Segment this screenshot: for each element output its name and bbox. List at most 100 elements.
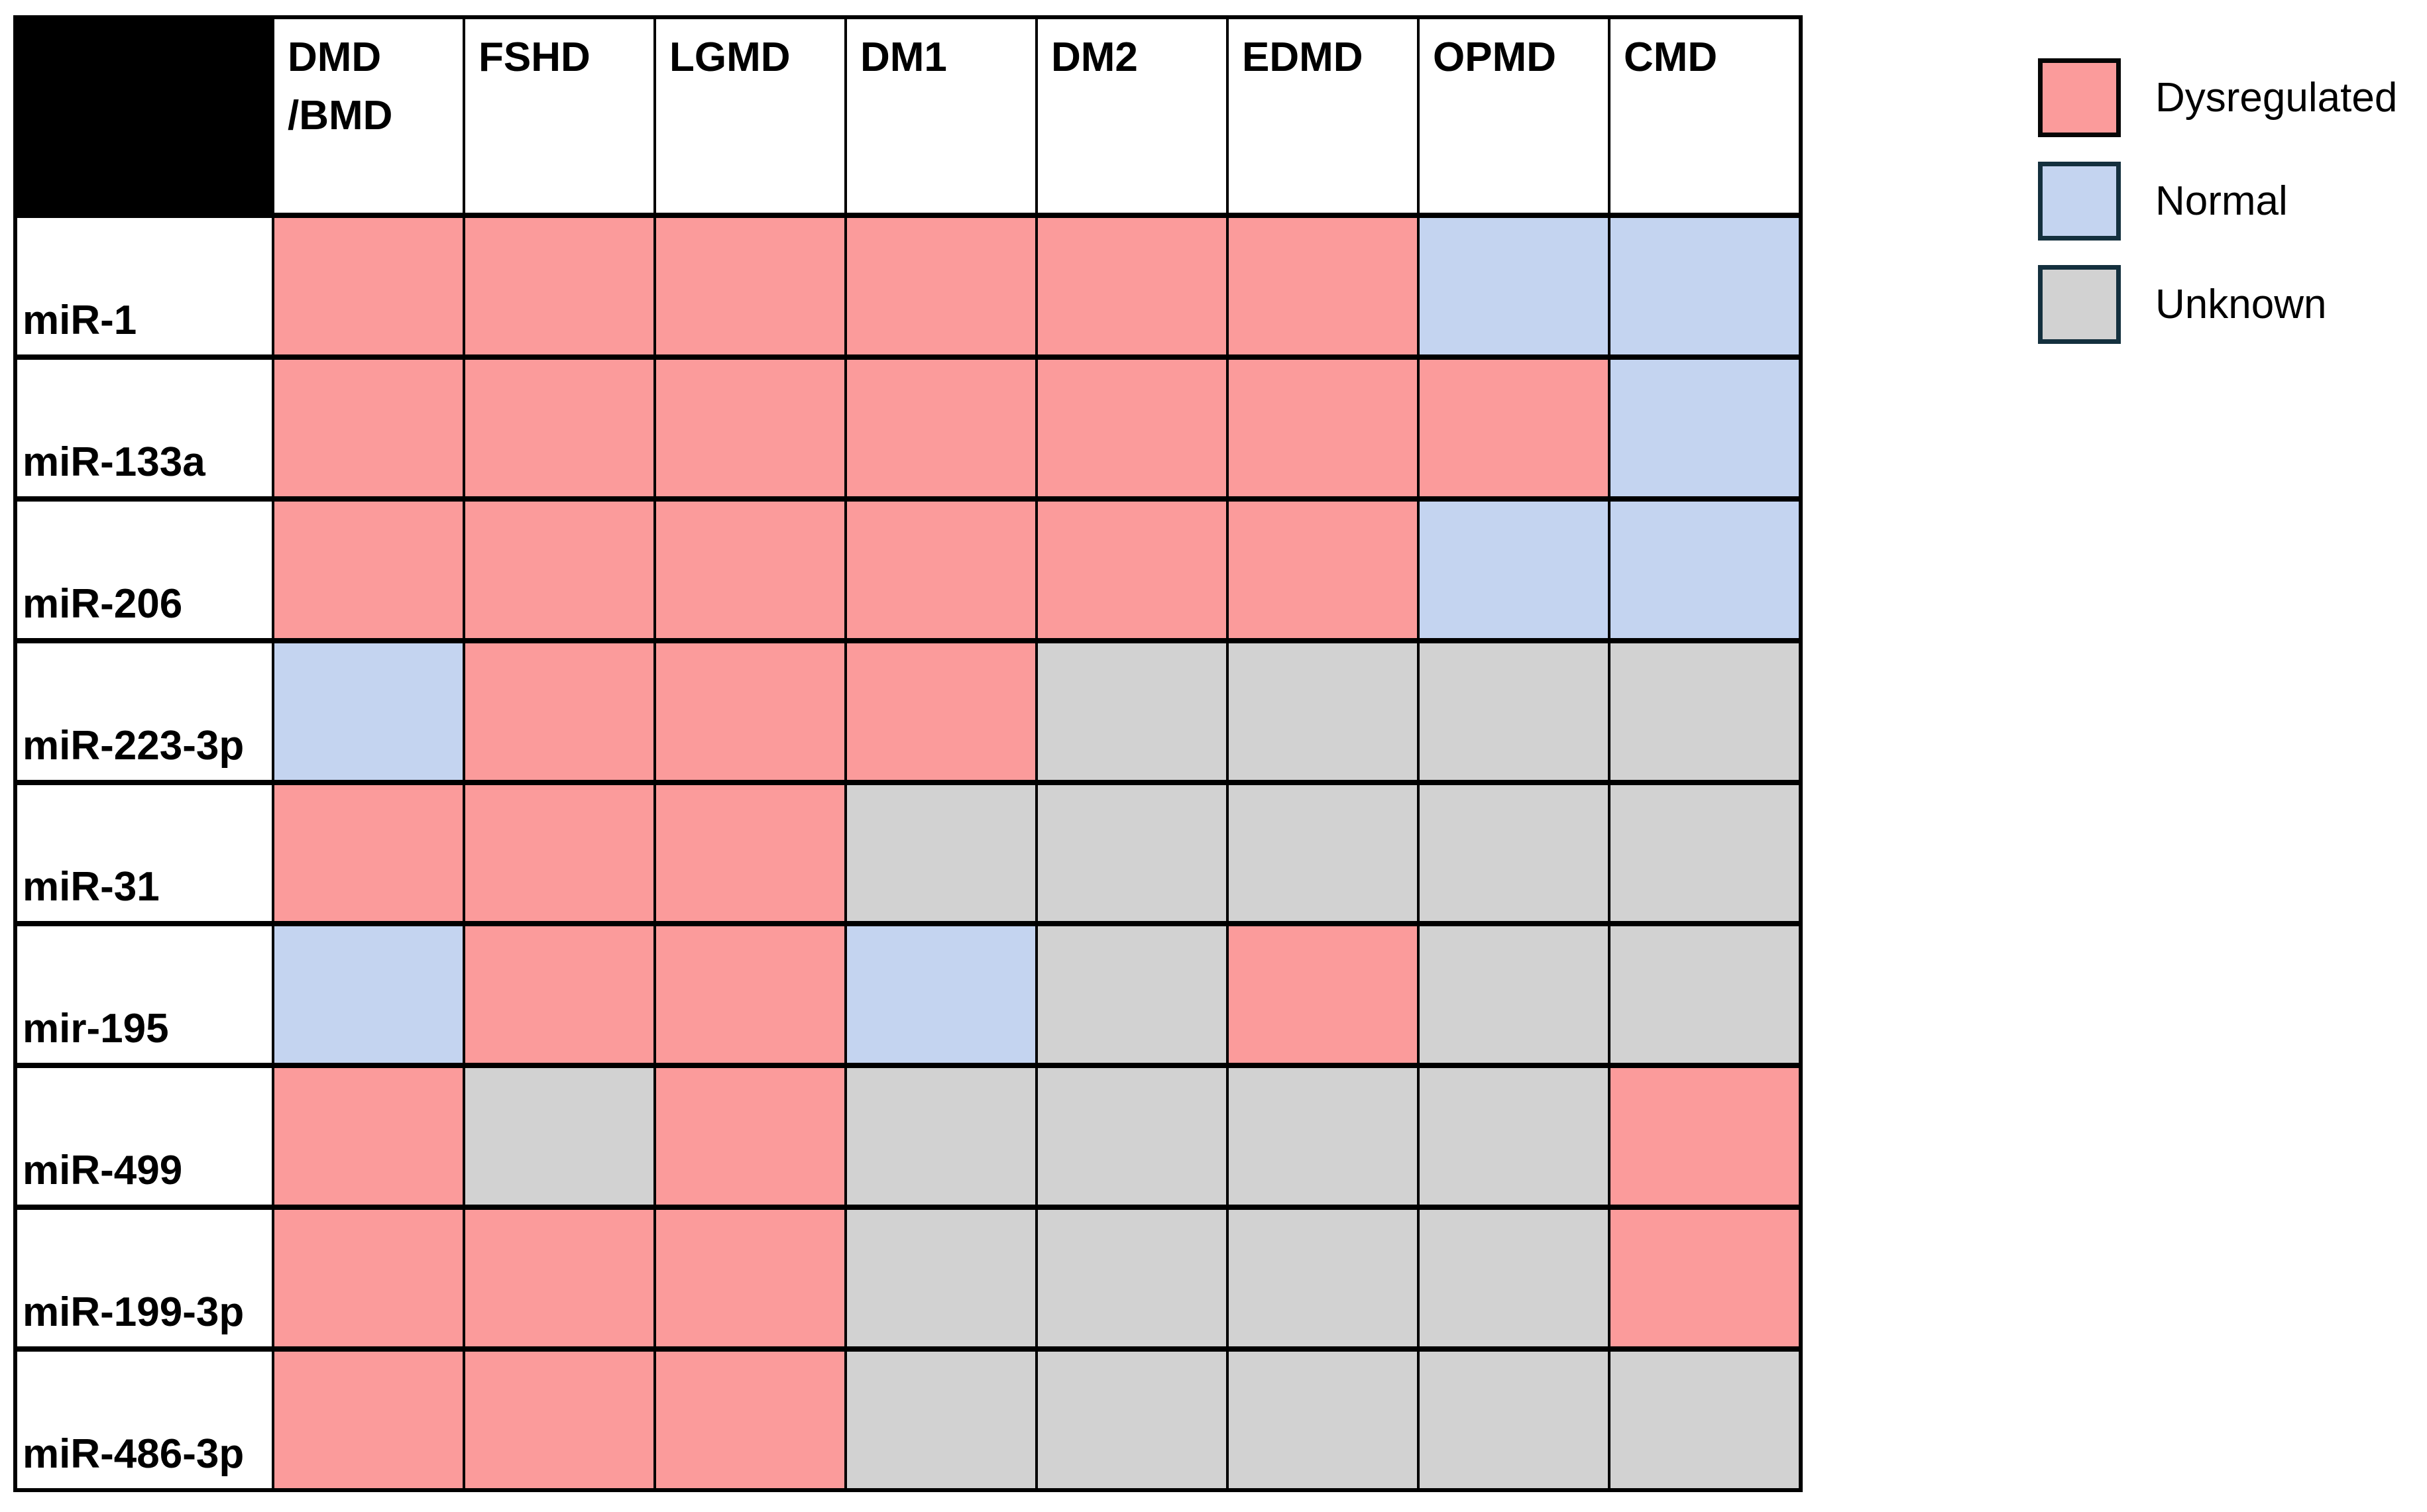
legend-label: Normal (2155, 178, 2288, 224)
cell-unknown (1038, 643, 1226, 780)
cell-unknown (847, 1210, 1035, 1347)
cell-normal (1610, 501, 1799, 638)
cell-dysregulated (1038, 501, 1226, 638)
cell-dysregulated (1229, 359, 1417, 496)
cell-unknown (1038, 1352, 1226, 1488)
cell-dysregulated (274, 359, 463, 496)
cell-dysregulated (465, 784, 653, 922)
cell-dysregulated (1229, 218, 1417, 354)
cell-dysregulated (656, 784, 844, 922)
cell-dysregulated (274, 1068, 463, 1205)
row-label-mir-486-3p: miR-486-3p (17, 1352, 272, 1488)
cell-dysregulated (656, 643, 844, 780)
row-label-mir-199-3p: miR-199-3p (17, 1210, 272, 1347)
cell-dysregulated (465, 643, 653, 780)
cell-dysregulated (1229, 501, 1417, 638)
cell-normal (1420, 501, 1608, 638)
cell-dysregulated (465, 359, 653, 496)
cell-unknown (1420, 643, 1608, 780)
cell-unknown (1229, 1210, 1417, 1347)
cell-dysregulated (465, 926, 653, 1063)
column-header-lgmd: LGMD (656, 19, 844, 213)
cell-unknown (1610, 643, 1799, 780)
cell-normal (1610, 218, 1799, 354)
cell-dysregulated (1038, 218, 1226, 354)
cell-dysregulated (1229, 926, 1417, 1063)
cell-dysregulated (465, 1210, 653, 1347)
cell-unknown (1038, 926, 1226, 1063)
mirna-status-heatmap: DMD /BMD FSHD LGMD DM1 DM2 EDMD OPMD CMD miR-1 mi… (13, 15, 1803, 1492)
cell-dysregulated (274, 784, 463, 922)
cell-dysregulated (1038, 359, 1226, 496)
legend-swatch-normal (2038, 162, 2121, 241)
column-header-dm2: DM2 (1038, 19, 1226, 213)
cell-unknown (1229, 1352, 1417, 1488)
row-label-mir-133a: miR-133a (17, 359, 272, 496)
cell-normal (274, 926, 463, 1063)
row-label-mir-223-3p: miR-223-3p (17, 643, 272, 780)
cell-dysregulated (656, 926, 844, 1063)
cell-unknown (1610, 784, 1799, 922)
legend-item-dysregulated: Dysregulated (2038, 58, 2397, 137)
cell-dysregulated (656, 1352, 844, 1488)
cell-dysregulated (847, 218, 1035, 354)
cell-unknown (1229, 784, 1417, 922)
cell-normal (847, 926, 1035, 1063)
cell-dysregulated (656, 501, 844, 638)
cell-unknown (1420, 1210, 1608, 1347)
column-header-dm1: DM1 (847, 19, 1035, 213)
legend-swatch-dysregulated (2038, 58, 2121, 137)
legend-swatch-unknown (2038, 265, 2121, 344)
legend: Dysregulated Normal Unknown (2038, 58, 2397, 344)
legend-label: Dysregulated (2155, 75, 2398, 121)
cell-dysregulated (847, 643, 1035, 780)
column-header-fshd: FSHD (465, 19, 653, 213)
legend-item-unknown: Unknown (2038, 265, 2397, 344)
corner-cell (17, 19, 272, 213)
cell-dysregulated (847, 501, 1035, 638)
column-header-opmd: OPMD (1420, 19, 1608, 213)
cell-dysregulated (656, 359, 844, 496)
cell-unknown (847, 1352, 1035, 1488)
cell-unknown (1420, 784, 1608, 922)
legend-item-normal: Normal (2038, 162, 2397, 241)
cell-dysregulated (1420, 359, 1608, 496)
cell-unknown (1038, 784, 1226, 922)
row-label-mir-499: miR-499 (17, 1068, 272, 1205)
column-header-edmd: EDMD (1229, 19, 1417, 213)
cell-unknown (1420, 926, 1608, 1063)
cell-unknown (1420, 1352, 1608, 1488)
cell-dysregulated (656, 218, 844, 354)
row-label-mir-31: miR-31 (17, 784, 272, 922)
column-header-dmd-bmd: DMD /BMD (274, 19, 463, 213)
cell-unknown (1420, 1068, 1608, 1205)
column-header-cmd: CMD (1610, 19, 1799, 213)
cell-unknown (1610, 1352, 1799, 1488)
cell-dysregulated (656, 1210, 844, 1347)
cell-dysregulated (1610, 1210, 1799, 1347)
row-label-mir-1: miR-1 (17, 218, 272, 354)
cell-unknown (1610, 926, 1799, 1063)
cell-unknown (1229, 643, 1417, 780)
cell-unknown (1229, 1068, 1417, 1205)
cell-unknown (1038, 1068, 1226, 1205)
cell-unknown (847, 784, 1035, 922)
cell-unknown (1038, 1210, 1226, 1347)
cell-unknown (847, 1068, 1035, 1205)
cell-normal (1420, 218, 1608, 354)
cell-dysregulated (1610, 1068, 1799, 1205)
cell-dysregulated (274, 218, 463, 354)
cell-dysregulated (274, 1210, 463, 1347)
cell-normal (274, 643, 463, 780)
cell-dysregulated (465, 218, 653, 354)
cell-dysregulated (274, 501, 463, 638)
legend-label: Unknown (2155, 282, 2327, 327)
row-label-mir-195: mir-195 (17, 926, 272, 1063)
cell-unknown (465, 1068, 653, 1205)
row-label-mir-206: miR-206 (17, 501, 272, 638)
cell-dysregulated (656, 1068, 844, 1205)
cell-dysregulated (465, 1352, 653, 1488)
cell-dysregulated (274, 1352, 463, 1488)
cell-normal (1610, 359, 1799, 496)
cell-dysregulated (847, 359, 1035, 496)
